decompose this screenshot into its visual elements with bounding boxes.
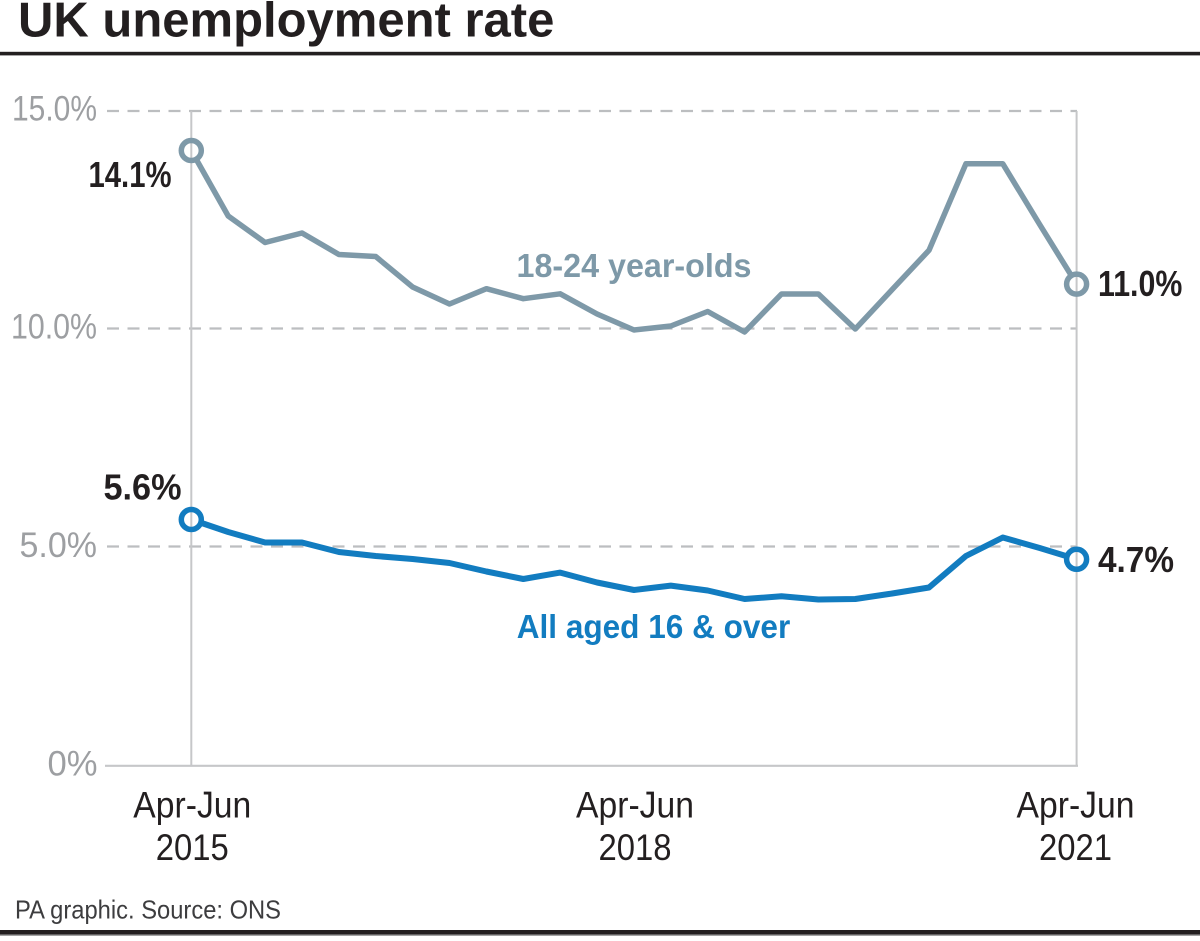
svg-text:18-24 year-olds: 18-24 year-olds bbox=[517, 247, 752, 284]
svg-text:PA graphic. Source: ONS: PA graphic. Source: ONS bbox=[15, 895, 281, 925]
svg-text:2018: 2018 bbox=[599, 827, 672, 868]
svg-text:15.0%: 15.0% bbox=[12, 90, 97, 129]
svg-text:11.0%: 11.0% bbox=[1098, 263, 1182, 304]
svg-text:UK unemployment rate: UK unemployment rate bbox=[18, 0, 554, 47]
svg-text:Apr-Jun: Apr-Jun bbox=[576, 785, 694, 826]
svg-text:0%: 0% bbox=[48, 745, 98, 784]
svg-text:10.0%: 10.0% bbox=[11, 308, 97, 347]
svg-text:5.0%: 5.0% bbox=[20, 526, 98, 565]
svg-text:All aged 16 & over: All aged 16 & over bbox=[517, 608, 791, 645]
svg-text:5.6%: 5.6% bbox=[104, 467, 182, 508]
svg-text:2015: 2015 bbox=[156, 827, 229, 868]
svg-text:Apr-Jun: Apr-Jun bbox=[1017, 785, 1135, 826]
svg-text:14.1%: 14.1% bbox=[89, 154, 172, 195]
svg-text:Apr-Jun: Apr-Jun bbox=[133, 785, 251, 826]
svg-text:2021: 2021 bbox=[1039, 827, 1112, 868]
svg-text:4.7%: 4.7% bbox=[1098, 539, 1174, 580]
